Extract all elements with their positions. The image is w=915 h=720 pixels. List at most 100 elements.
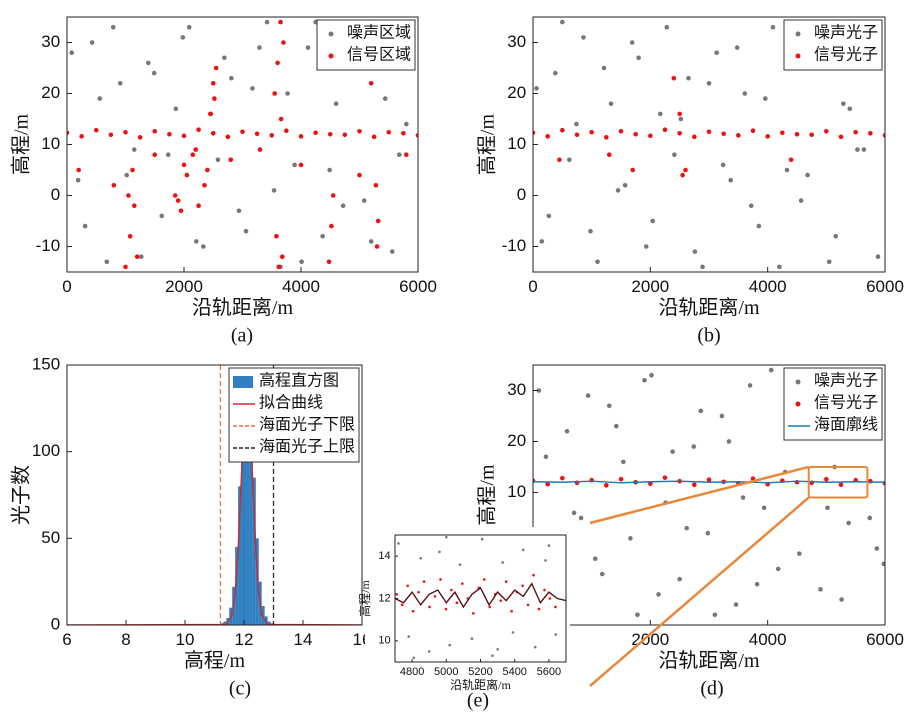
y-tick-label: 30 [507,380,526,399]
histogram-bar [264,616,268,625]
data-point [578,515,584,521]
y-tick-label: 10 [507,134,526,153]
y-axis-label: 高程/m [475,464,498,526]
data-point [444,607,448,611]
data-point [272,91,277,96]
data-point [448,643,452,647]
x-tick-label: 6000 [866,630,904,649]
data-point [445,535,448,539]
data-point [111,183,117,188]
data-point [236,208,242,214]
data-point [510,609,513,613]
data-point [320,234,325,239]
data-point [868,130,873,136]
data-point [275,60,280,66]
data-point [305,45,311,50]
data-point [93,127,99,133]
data-point [714,50,719,55]
x-tick-label: 6 [62,630,71,649]
data-point [193,147,198,152]
data-point [210,130,216,136]
data-point [599,571,605,577]
data-point [439,578,442,581]
data-point [269,133,275,138]
data-point [853,129,858,135]
data-point [396,152,402,157]
data-point [201,244,206,249]
x-tick-label: 4000 [282,277,320,296]
data-point [407,635,410,638]
data-point [595,259,600,265]
histogram-bar [249,420,253,625]
legend-symbol [328,31,334,37]
data-point [340,203,346,208]
data-point [357,172,362,178]
data-point [76,167,81,173]
legend-label: 信号光子 [814,394,878,412]
data-point [604,135,609,140]
legend-label: 噪声区域 [347,24,411,42]
data-point [264,19,270,25]
data-point [411,609,415,613]
legend-symbol [328,53,334,59]
x-axis-label: 沿轨距离/m [192,296,294,319]
data-point [560,127,565,133]
legend-box [228,367,360,463]
data-point [117,81,123,86]
data-point [809,132,814,138]
panel-caption: (a) [231,325,253,347]
x-tick-label: 2000 [165,277,203,296]
y-tick-label: 30 [507,32,526,51]
histogram-bar [241,425,244,625]
data-point [630,167,636,173]
data-point [567,157,572,163]
data-point [329,223,334,229]
y-axis-label: 高程/m [9,114,32,176]
data-point [488,605,492,609]
data-point [775,566,781,572]
data-point [428,605,431,609]
data-point [406,584,409,588]
data-point [604,483,609,488]
data-point [768,367,774,373]
data-point [678,116,684,122]
data-point [692,249,698,254]
y-tick-label: 150 [32,354,60,373]
data-point [554,633,558,636]
data-point [839,597,844,602]
data-point [205,167,210,173]
data-point [395,592,399,596]
data-point [298,134,304,139]
data-point [82,223,88,229]
data-point [824,128,829,134]
plot-background [395,535,566,662]
x-tick-label: 10 [176,630,195,649]
data-point [482,578,486,581]
plot-area [67,365,362,625]
data-point [547,544,551,547]
y-tick-label: 100 [32,441,60,460]
data-point [152,128,158,134]
data-point [621,459,626,465]
data-point [470,637,474,641]
data-point [874,546,880,551]
data-point [285,91,290,96]
data-point [533,645,537,649]
data-point [672,152,677,157]
legend-symbol [795,31,801,37]
data-point [658,111,663,117]
x-tick-label: 5400 [502,666,526,678]
data-point [127,234,133,239]
data-point [720,162,726,168]
data-point [480,537,484,541]
data-point [777,264,782,270]
data-point [881,561,885,567]
data-point [190,152,196,157]
data-point [419,556,422,560]
data-point [838,482,844,488]
data-point [215,157,221,163]
data-point [178,208,184,214]
y-tick-label: 30 [41,32,60,51]
data-point [734,45,740,50]
data-point [422,580,426,583]
